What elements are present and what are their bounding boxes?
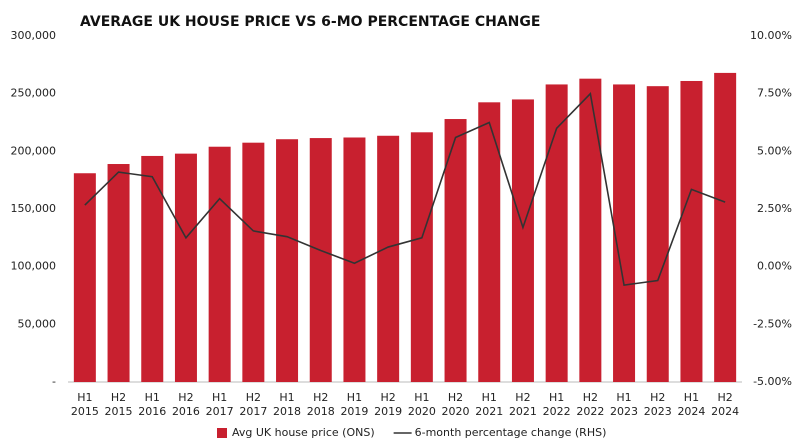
x-tick-label: H1 2018 [273,391,301,418]
legend-label: Avg UK house price (ONS) [232,426,375,439]
x-tick-label: H1 2024 [677,391,705,418]
x-tick-label: H1 2023 [610,391,638,418]
bar [309,138,332,382]
bar [579,78,602,382]
x-tick-label: H2 2018 [307,391,335,418]
y2-tick-label: 5.00% [757,144,792,157]
y-tick-label: 100,000 [11,260,57,273]
y-tick-label: - [52,375,56,388]
bar [343,137,366,382]
x-tick-label: H2 2021 [509,391,537,418]
bar [613,84,636,382]
bar [646,86,669,383]
bar [73,173,96,382]
bar [545,84,568,382]
y2-tick-label: 0.00% [757,260,792,273]
bar [478,102,501,383]
y-tick-label: 50,000 [18,317,57,330]
bar [410,132,433,382]
bar [444,119,467,382]
x-tick-label: H1 2020 [408,391,436,418]
bar [242,142,265,382]
legend-swatch [217,428,227,438]
x-tick-label: H1 2022 [543,391,571,418]
x-tick-label: H1 2019 [340,391,368,418]
y-tick-label: 200,000 [11,144,57,157]
y-tick-label: 300,000 [11,29,57,42]
bar [377,135,400,382]
legend-label: 6-month percentage change (RHS) [415,426,607,439]
y2-tick-label: 7.50% [757,87,792,100]
x-tick-label: H2 2020 [442,391,470,418]
line [84,91,726,287]
x-tick-label: H1 2017 [206,391,234,418]
bar [680,80,703,382]
x-tick-label: H1 2021 [475,391,503,418]
x-tick-label: H1 2015 [71,391,99,418]
y2-tick-label: -5.00% [753,375,792,388]
bar [141,155,164,382]
bar [208,146,231,382]
x-tick-label: H2 2023 [644,391,672,418]
x-tick-label: H2 2019 [374,391,402,418]
x-tick-label: H2 2022 [576,391,604,418]
bar [174,153,197,382]
bar [511,99,534,382]
bar [714,72,737,382]
x-tick-label: H2 2015 [105,391,133,418]
chart-title: AVERAGE UK HOUSE PRICE VS 6-MO PERCENTAG… [80,14,540,30]
x-tick-label: H1 2016 [138,391,166,418]
y2-tick-label: 10.00% [750,29,792,42]
x-tick-label: H2 2024 [711,391,739,418]
y-tick-label: 150,000 [11,202,57,215]
bar [107,164,130,382]
bar [276,139,299,382]
x-tick-label: H2 2017 [239,391,267,418]
x-tick-label: H2 2016 [172,391,200,418]
y2-tick-label: -2.50% [753,317,792,330]
y-tick-label: 250,000 [11,87,57,100]
y2-tick-label: 2.50% [757,202,792,215]
